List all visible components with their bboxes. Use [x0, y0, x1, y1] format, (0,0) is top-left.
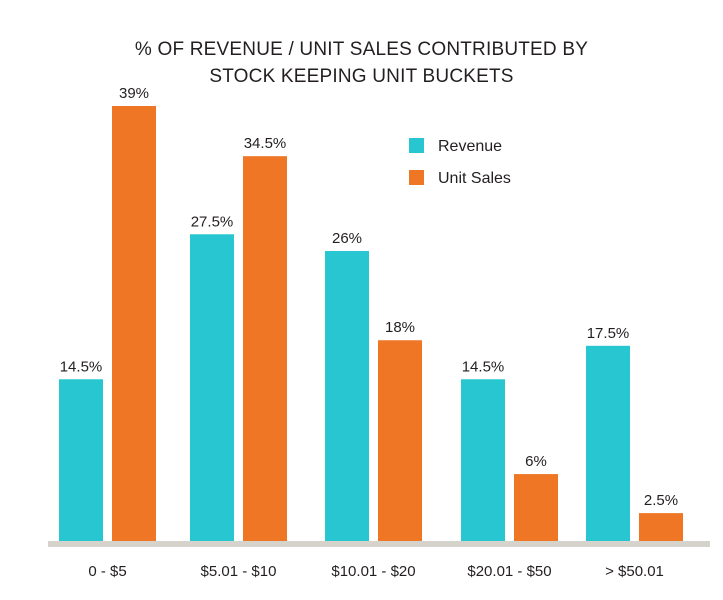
chart-title-line-2: STOCK KEEPING UNIT BUCKETS — [209, 66, 514, 87]
bars-group — [59, 106, 683, 541]
bar-unit-sales-1 — [112, 106, 156, 541]
bar-unit-sales-2 — [243, 156, 287, 541]
bar-revenue-1 — [59, 379, 103, 541]
value-label-revenue-5: 17.5% — [587, 325, 630, 342]
category-label-1: 0 - $5 — [88, 563, 126, 580]
value-label-revenue-2: 27.5% — [191, 213, 234, 230]
bar-revenue-3 — [325, 251, 369, 541]
legend-label-revenue: Revenue — [438, 138, 502, 155]
category-label-5: > $50.01 — [605, 563, 664, 580]
bar-revenue-5 — [586, 345, 630, 541]
value-label-unit-sales-1: 39% — [119, 85, 149, 102]
legend-label-unit-sales: Unit Sales — [438, 170, 511, 187]
bar-revenue-4 — [461, 379, 505, 541]
x-axis-line — [48, 541, 710, 547]
legend-swatch-unit-sales — [409, 170, 424, 185]
value-label-unit-sales-5: 2.5% — [644, 492, 678, 509]
value-label-unit-sales-4: 6% — [525, 453, 547, 470]
value-label-unit-sales-2: 34.5% — [244, 135, 287, 152]
bar-unit-sales-5 — [639, 513, 683, 541]
chart-title-line-1: % OF REVENUE / UNIT SALES CONTRIBUTED BY — [134, 39, 589, 60]
category-label-4: $20.01 - $50 — [467, 563, 551, 580]
chart-title: % OF REVENUE / UNIT SALES CONTRIBUTED BY… — [0, 36, 723, 90]
bar-unit-sales-4 — [514, 474, 558, 541]
bar-unit-sales-3 — [378, 340, 422, 541]
value-labels-group: 14.5% 39% 27.5% 34.5% 26% 18% 14.5% 6% 17.5% 2.5% — [60, 85, 678, 509]
category-label-3: $10.01 - $20 — [331, 563, 415, 580]
category-label-2: $5.01 - $10 — [201, 563, 277, 580]
value-label-revenue-1: 14.5% — [60, 358, 103, 375]
category-labels-group: 0 - $5 $5.01 - $10 $10.01 - $20 $20.01 - $5… — [88, 563, 664, 580]
value-label-revenue-4: 14.5% — [462, 358, 505, 375]
value-label-unit-sales-3: 18% — [385, 319, 415, 336]
legend: Revenue Unit Sales — [409, 138, 511, 187]
legend-swatch-revenue — [409, 138, 424, 153]
bar-revenue-2 — [190, 234, 234, 541]
value-label-revenue-3: 26% — [332, 230, 362, 247]
